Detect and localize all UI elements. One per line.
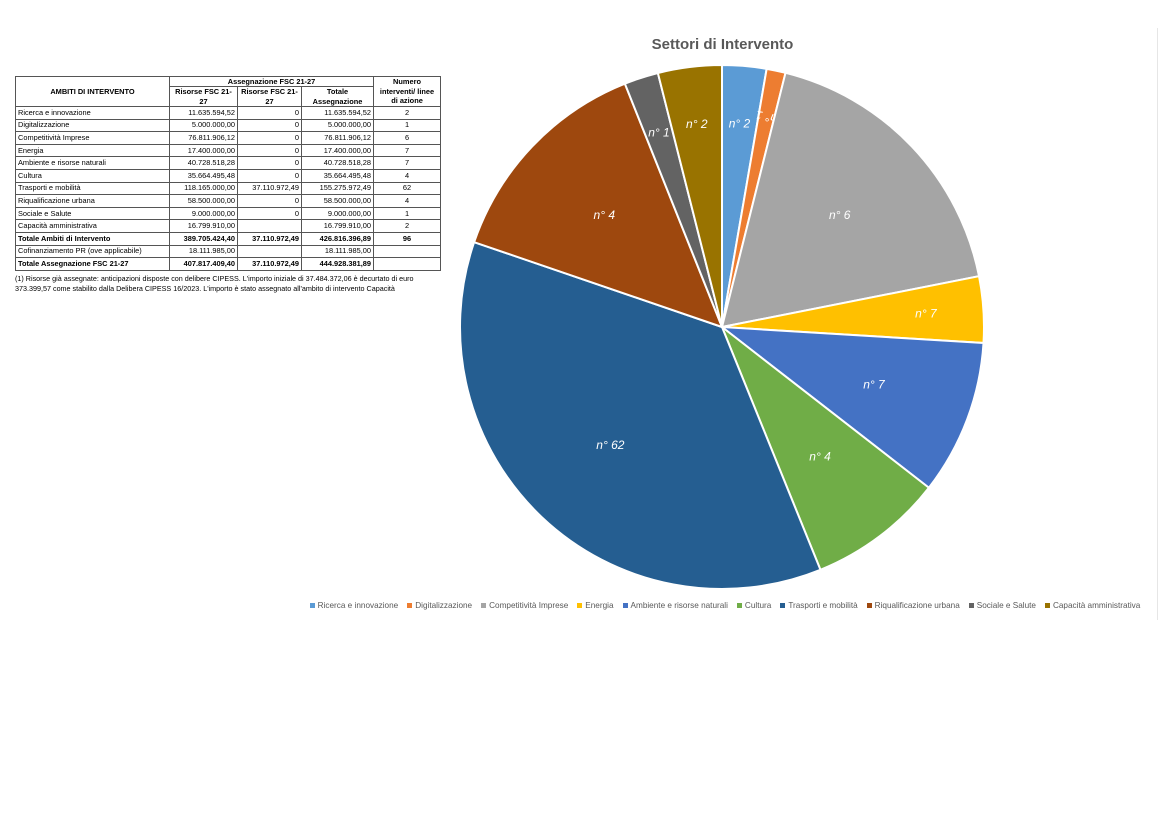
legend-label: Competitività Imprese: [489, 601, 569, 610]
fsc-table-container: AMBITI DI INTERVENTO Assegnazione FSC 21…: [15, 76, 442, 271]
cell-n: [373, 257, 442, 271]
legend-swatch: [407, 603, 413, 608]
legend-item: Digitalizzazione: [407, 601, 472, 610]
header-ambiti: AMBITI DI INTERVENTO: [15, 76, 170, 107]
slice-label: n° 6: [829, 208, 851, 222]
legend-item: Competitività Imprese: [481, 601, 568, 610]
pie-slice: [459, 240, 822, 590]
legend-swatch: [866, 603, 872, 608]
legend-label: Sociale e Salute: [976, 601, 1036, 610]
chart-title: Settori di Intervento: [651, 36, 794, 53]
chart-legend: Ricerca e innovazione Digitalizzazione Com…: [300, 601, 1150, 610]
legend-swatch: [1044, 603, 1050, 608]
pie-chart: n° 2 n° 1n° 6n° 7n° 7n° 4n° 62n° 4n° 1n° …: [459, 63, 985, 590]
legend-label: Trasporti e mobilità: [788, 601, 858, 610]
table-row: Cultura 35.664.495,48 0 35.664.495,48 4: [15, 168, 442, 183]
slice-label: n° 62: [596, 438, 624, 452]
table-row: Capacità amministrativa 16.799.910,00 16.7…: [15, 219, 442, 233]
header-numero: Numero interventi/ linee di azione: [373, 76, 442, 107]
slice-label: n° 2: [729, 116, 751, 130]
legend-label: Energia: [585, 601, 614, 610]
legend-label: Capacità amministrativa: [1052, 601, 1141, 610]
cell-tot: 444.928.381,89: [300, 257, 375, 271]
legend-swatch: [577, 603, 583, 608]
slice-label: n° 7: [863, 377, 886, 391]
slice-label: n° 1: [648, 126, 669, 140]
table-row: Ambiente e risorse naturali 40.728.518,28…: [15, 156, 442, 170]
legend-label: Riqualificazione urbana: [874, 601, 960, 610]
table-row: Totale Ambiti di Intervento 389.705.424,4…: [15, 231, 442, 246]
legend-label: Ambiente e risorse naturali: [630, 601, 728, 610]
legend-swatch: [736, 603, 742, 608]
table-row: Energia 17.400.000,00 0 17.400.000,00 7: [15, 143, 442, 158]
legend-item: Sociale e Salute: [968, 601, 1036, 610]
legend-label: Cultura: [744, 601, 772, 610]
pie-slice: [719, 323, 931, 572]
slice-label: n° 4: [809, 450, 831, 464]
legend-item: Ricerca e innovazione: [309, 601, 399, 610]
slice-label: n° 2: [686, 117, 708, 131]
legend-item: Ambiente e risorse naturali: [622, 601, 728, 610]
legend-label: Digitalizzazione: [415, 601, 473, 610]
fsc-table: AMBITI DI INTERVENTO Assegnazione FSC 21…: [15, 76, 442, 271]
slice-label: n° 7: [915, 306, 938, 320]
legend-swatch: [309, 603, 315, 608]
pie-slice: [472, 82, 724, 329]
chart-frame-border: [1157, 28, 1158, 620]
fsc-table-body: Ricerca e innovazione 11.635.594,52 0 11.63…: [15, 106, 442, 271]
footnote: (1) Risorse già assegnate: anticipazioni…: [15, 274, 414, 293]
legend-item: Riqualificazione urbana: [866, 601, 960, 610]
pie-slice: [720, 71, 981, 329]
legend-item: Cultura: [736, 601, 772, 610]
table-row: Sociale e Salute 9.000.000,00 0 9.000.000,0…: [15, 206, 442, 221]
pie-slice: [656, 63, 723, 328]
pie-slice: [718, 325, 985, 490]
table-row: Totale Assegnazione FSC 21-27 407.817.409…: [15, 257, 442, 271]
header-col3: Totale Assegnazione: [300, 86, 375, 107]
cell-name: Totale Assegnazione FSC 21-27: [15, 257, 170, 271]
legend-swatch: [780, 603, 786, 608]
table-row: Competitività Imprese 76.811.906,12 0 76.81…: [15, 131, 442, 145]
legend-item: Capacità amministrativa: [1044, 601, 1141, 610]
legend-item: Trasporti e mobilità: [780, 601, 858, 610]
table-row: Riqualificazione urbana 58.500.000,00 0 58.…: [15, 194, 442, 208]
slice-label: n° 1: [754, 108, 778, 126]
slice-label: n° 4: [594, 208, 616, 222]
legend-swatch: [481, 603, 487, 608]
legend-item: Energia: [577, 601, 614, 610]
legend-label: Ricerca e innovazione: [317, 601, 399, 610]
legend-swatch: [968, 603, 974, 608]
legend-swatch: [622, 603, 628, 608]
